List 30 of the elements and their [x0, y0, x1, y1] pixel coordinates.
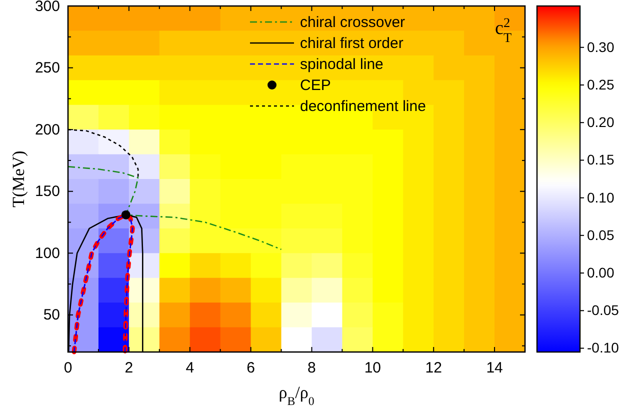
color-bar-label: 0.05 [587, 226, 614, 243]
color-bar-label: 0.25 [587, 76, 614, 92]
color-bar-label: 0.20 [587, 114, 614, 130]
x-tick-label: 14 [486, 360, 503, 377]
legend-label: chiral first order [300, 35, 404, 52]
x-tick-label: 4 [186, 360, 194, 377]
color-bar-label: 0.15 [587, 152, 614, 168]
x-tick-label: 2 [124, 360, 134, 377]
legend-label: deconfinement line [300, 98, 426, 115]
x-tick-label: 10 [364, 360, 382, 377]
y-tick-label: 100 [34, 244, 60, 262]
y-axis-title: T(MeV) [9, 150, 28, 208]
y-tick-label: 250 [34, 60, 60, 77]
y-tick-label: 200 [34, 121, 60, 138]
color-bar-label: -0.05 [587, 302, 620, 318]
x-tick-label: 12 [425, 360, 442, 377]
x-tick-label: 6 [246, 360, 255, 377]
x-tick-label: 0 [64, 360, 72, 377]
x-axis-title: ρ$_{B}$/ρ$_{0}$ [278, 383, 314, 408]
color-bar-label: 0.10 [587, 189, 614, 206]
x-tick-label: 8 [308, 360, 316, 377]
legend-label: chiral crossover [300, 14, 406, 31]
y-tick-label: 150 [34, 183, 60, 200]
color-bar-label: 0.00 [587, 264, 614, 280]
legend-label: spinodal line [300, 56, 384, 73]
y-tick-label: 300 [34, 0, 60, 15]
color-bar-label: -0.10 [587, 340, 620, 356]
legend-label: CEP [300, 77, 331, 94]
y-tick-label: 50 [43, 306, 60, 324]
color-bar-label: 0.30 [587, 38, 614, 55]
